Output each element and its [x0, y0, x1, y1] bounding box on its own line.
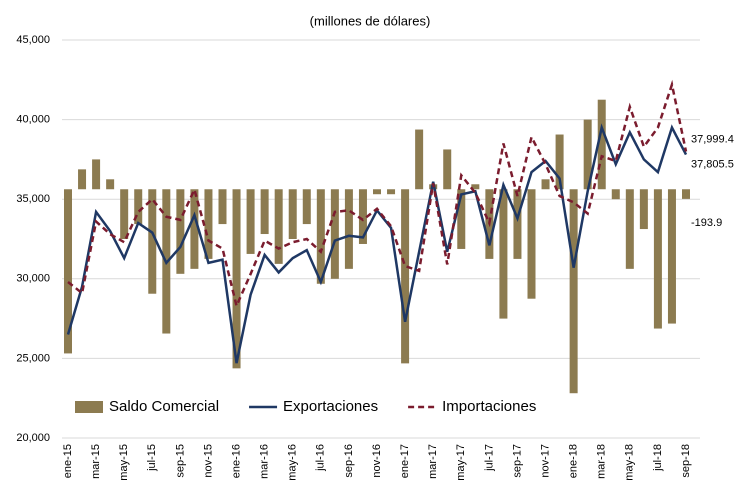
value-label: 37,805.5 [691, 158, 734, 170]
bar [682, 189, 690, 199]
legend-label: Saldo Comercial [109, 398, 219, 415]
bar [583, 119, 592, 190]
x-tick-label: may-15 [118, 444, 130, 481]
bar [190, 189, 199, 269]
bar [288, 189, 297, 239]
bar [597, 99, 606, 190]
x-tick-label: mar-18 [596, 444, 608, 479]
legend-label: Importaciones [442, 398, 536, 415]
x-tick-label: jul-15 [146, 444, 158, 472]
bar [527, 189, 536, 299]
bar [64, 189, 72, 354]
y-tick-label: 25,000 [16, 352, 50, 364]
x-tick-label: jul-16 [315, 444, 327, 472]
bar [120, 189, 129, 239]
bar [134, 189, 143, 225]
y-tick-label: 30,000 [16, 273, 50, 285]
x-tick-label: nov-15 [202, 444, 214, 478]
y-tick-label: 40,000 [16, 114, 50, 126]
bar [148, 189, 157, 294]
bar [611, 189, 620, 200]
x-tick-label: jul-18 [652, 444, 664, 472]
bar [246, 189, 255, 254]
value-label: -193.9 [691, 217, 722, 229]
bar [639, 189, 648, 230]
x-tick-label: sep-17 [511, 444, 523, 478]
bar [401, 189, 410, 364]
x-tick-label: may-17 [455, 444, 467, 481]
x-tick-label: nov-17 [539, 444, 551, 478]
y-tick-label: 20,000 [16, 432, 50, 444]
x-tick-label: mar-15 [90, 444, 102, 479]
x-tick-label: ene-18 [568, 444, 580, 478]
bar [260, 189, 269, 235]
value-label: 37,999.4 [691, 133, 734, 145]
y-tick-label: 45,000 [16, 34, 50, 46]
x-tick-label: nov-16 [371, 444, 383, 478]
line [67, 79, 688, 310]
x-tick-label: ene-15 [62, 444, 74, 478]
x-tick-label: may-18 [624, 444, 636, 481]
bar [274, 189, 283, 264]
bar [302, 189, 311, 225]
bar [499, 189, 508, 319]
bar [555, 134, 564, 190]
bar [373, 189, 381, 195]
x-tick-label: mar-16 [259, 444, 271, 479]
bar [232, 189, 241, 369]
bar [106, 179, 115, 190]
bar [316, 189, 325, 284]
x-tick-label: mar-17 [427, 444, 439, 479]
x-tick-label: ene-17 [399, 444, 411, 478]
bar [457, 189, 466, 249]
bar [653, 189, 662, 329]
legend-label: Exportaciones [283, 398, 378, 415]
bar [667, 189, 676, 324]
bar [358, 189, 367, 244]
y-tick-label: 35,000 [16, 193, 50, 205]
bar [625, 189, 634, 269]
chart-subtitle: (millones de dólares) [310, 13, 431, 28]
x-tick-label: may-16 [287, 444, 299, 481]
bar [204, 189, 213, 259]
x-tick-label: sep-16 [343, 444, 355, 478]
bar [92, 159, 101, 190]
bar [218, 189, 227, 225]
bar [415, 129, 424, 190]
bar [387, 189, 396, 195]
x-tick-label: sep-18 [680, 444, 692, 478]
bar [569, 189, 578, 394]
x-tick-label: ene-16 [230, 444, 242, 478]
bar [541, 179, 550, 190]
bar [443, 149, 452, 190]
legend-swatch [75, 401, 103, 413]
x-tick-label: jul-17 [483, 444, 495, 472]
bar [330, 189, 339, 279]
bar [471, 184, 480, 190]
bar [78, 169, 87, 190]
bar [513, 189, 522, 259]
line [66, 123, 688, 364]
bar [176, 189, 185, 274]
x-tick-label: sep-15 [174, 444, 186, 478]
bar [344, 189, 353, 269]
